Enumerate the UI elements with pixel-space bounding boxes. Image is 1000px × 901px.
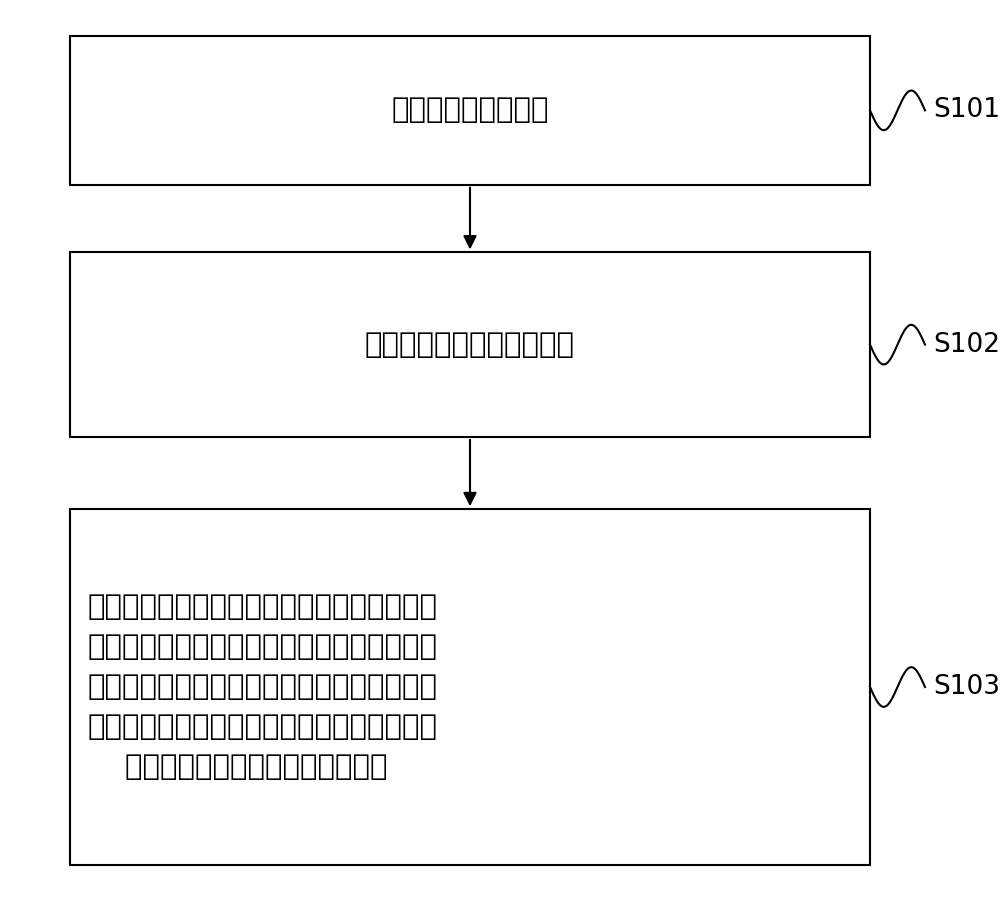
Text: 建立通话质量的分析模型；: 建立通话质量的分析模型； bbox=[365, 331, 575, 359]
Text: 使用上述分析模型对上述目标通话信息进行分
析，确定上述目标通话信息的质量信息，上述
质量信息包括质量评分、特征信息以及上述特
征信息对应的权重，上述特征信息为表: 使用上述分析模型对上述目标通话信息进行分 析，确定上述目标通话信息的质量信息，上… bbox=[88, 593, 438, 781]
Bar bbox=[70, 252, 870, 437]
Text: S102: S102 bbox=[933, 332, 1000, 358]
Text: 获取目标通话信息；: 获取目标通话信息； bbox=[391, 96, 549, 124]
Bar bbox=[70, 509, 870, 865]
Text: S103: S103 bbox=[933, 674, 1000, 700]
Text: S101: S101 bbox=[933, 97, 1000, 123]
Bar bbox=[70, 36, 870, 185]
